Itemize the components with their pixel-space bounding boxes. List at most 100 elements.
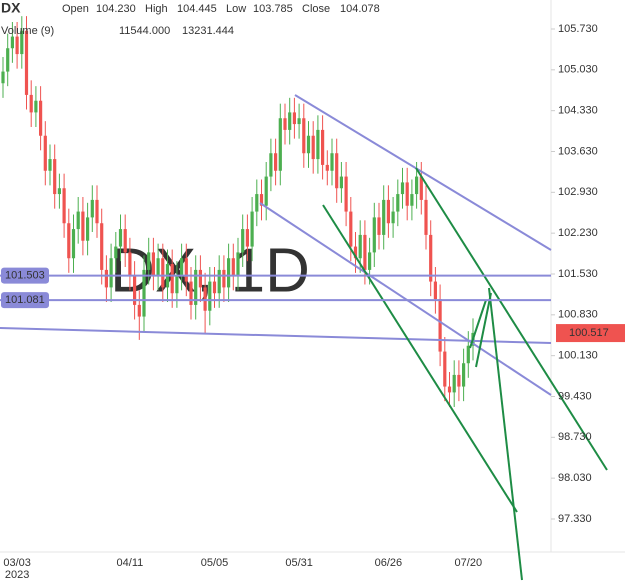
candle-body bbox=[43, 135, 47, 171]
candle-body bbox=[62, 188, 66, 224]
candle-body bbox=[255, 194, 259, 212]
x-tick-label: 04/11 bbox=[117, 557, 144, 569]
symbol: DX bbox=[1, 0, 21, 16]
candle-body bbox=[39, 100, 43, 136]
candle-body bbox=[283, 118, 287, 130]
price-line-tag bbox=[1, 292, 49, 309]
candle-body bbox=[48, 159, 52, 171]
candle-body bbox=[137, 304, 141, 317]
readout: 104.078 bbox=[340, 3, 380, 15]
x-tick-label: 05/31 bbox=[285, 557, 313, 569]
candle-body bbox=[363, 234, 367, 270]
candle-body bbox=[447, 386, 452, 393]
last-price-tag bbox=[556, 324, 625, 343]
candle-body bbox=[217, 269, 221, 294]
candle-body bbox=[1, 71, 5, 84]
candle-body bbox=[245, 229, 249, 247]
candle-body bbox=[382, 199, 386, 235]
candle-body bbox=[6, 48, 10, 72]
trendline bbox=[488, 287, 523, 581]
readout: Low bbox=[226, 3, 246, 15]
trendline bbox=[475, 292, 492, 368]
y-tick-label: 103.630 bbox=[558, 145, 598, 157]
candle-body bbox=[71, 229, 76, 259]
candle-body bbox=[344, 176, 348, 212]
candle-body bbox=[292, 112, 296, 125]
candle-body bbox=[212, 281, 217, 294]
plot bbox=[1, 16, 475, 407]
candle-body bbox=[302, 118, 306, 154]
candle-body bbox=[175, 275, 179, 294]
candle-body bbox=[156, 258, 160, 276]
candle-body bbox=[391, 211, 395, 224]
candle-body bbox=[405, 182, 409, 206]
x-tick-label: 07/20 bbox=[455, 557, 483, 569]
candle-body bbox=[227, 258, 231, 288]
candle-body bbox=[170, 264, 174, 294]
candle-body bbox=[419, 176, 423, 200]
x-tick-label: 05/05 bbox=[201, 557, 229, 569]
y-tick-label: 102.930 bbox=[558, 186, 598, 198]
readout: 104.230 bbox=[96, 3, 136, 15]
candle-body bbox=[349, 211, 353, 247]
y-tick-label: 100.130 bbox=[558, 350, 598, 362]
readout: Open bbox=[62, 3, 89, 15]
candle-body bbox=[269, 153, 273, 177]
candle-body bbox=[128, 252, 132, 276]
candle-body bbox=[316, 129, 320, 160]
candle-body bbox=[104, 269, 108, 288]
candle-body bbox=[462, 363, 466, 387]
candle-body bbox=[24, 30, 29, 95]
candle-body bbox=[29, 94, 33, 113]
y-tick-label: 102.230 bbox=[558, 227, 598, 239]
readout: 104.445 bbox=[177, 3, 217, 15]
x-tick-label: 03/03 bbox=[3, 557, 31, 569]
candle-body bbox=[203, 287, 207, 311]
candle-body bbox=[231, 258, 235, 276]
candle-body bbox=[457, 374, 461, 387]
candle-body bbox=[194, 269, 198, 305]
green-trendlines bbox=[322, 167, 608, 581]
candle-body bbox=[353, 246, 358, 259]
trendlines bbox=[0, 94, 552, 396]
candle-body bbox=[452, 374, 456, 393]
candle-body bbox=[57, 188, 61, 195]
candle-body bbox=[396, 194, 400, 212]
candle-body bbox=[297, 118, 301, 125]
candle-body bbox=[133, 275, 137, 305]
candle-body bbox=[34, 100, 38, 113]
candle-body bbox=[274, 153, 278, 171]
candle-body bbox=[53, 159, 57, 195]
readout: Close bbox=[302, 3, 330, 15]
y-tick-label: 98.730 bbox=[558, 431, 592, 443]
trendline bbox=[0, 327, 552, 344]
candle-body bbox=[250, 211, 254, 247]
candle-body bbox=[306, 135, 311, 154]
candle-body bbox=[372, 217, 376, 253]
candle-body bbox=[90, 199, 94, 218]
y-tick-label: 99.430 bbox=[558, 390, 592, 402]
candle-body bbox=[368, 252, 372, 270]
candle-body bbox=[433, 281, 437, 300]
candle-body bbox=[325, 164, 329, 171]
trendline bbox=[415, 167, 608, 471]
trendline bbox=[322, 204, 518, 513]
candle-body bbox=[76, 211, 80, 230]
candle-body bbox=[109, 258, 113, 288]
last-price-label: 100.517 bbox=[569, 327, 609, 339]
candle-body bbox=[114, 246, 118, 259]
price-line-tag bbox=[1, 267, 49, 284]
candle-body bbox=[424, 199, 428, 235]
candle-body bbox=[335, 153, 339, 189]
y-tick-label: 100.830 bbox=[558, 309, 598, 321]
candle-body bbox=[67, 223, 71, 259]
y-tick-label: 105.730 bbox=[558, 23, 598, 35]
y-tick-label: 97.330 bbox=[558, 513, 592, 525]
candle-body bbox=[189, 281, 193, 305]
candle-body bbox=[339, 176, 343, 189]
y-tick-label: 101.530 bbox=[558, 268, 598, 280]
candle-body bbox=[10, 36, 14, 49]
candle-body bbox=[386, 199, 390, 224]
